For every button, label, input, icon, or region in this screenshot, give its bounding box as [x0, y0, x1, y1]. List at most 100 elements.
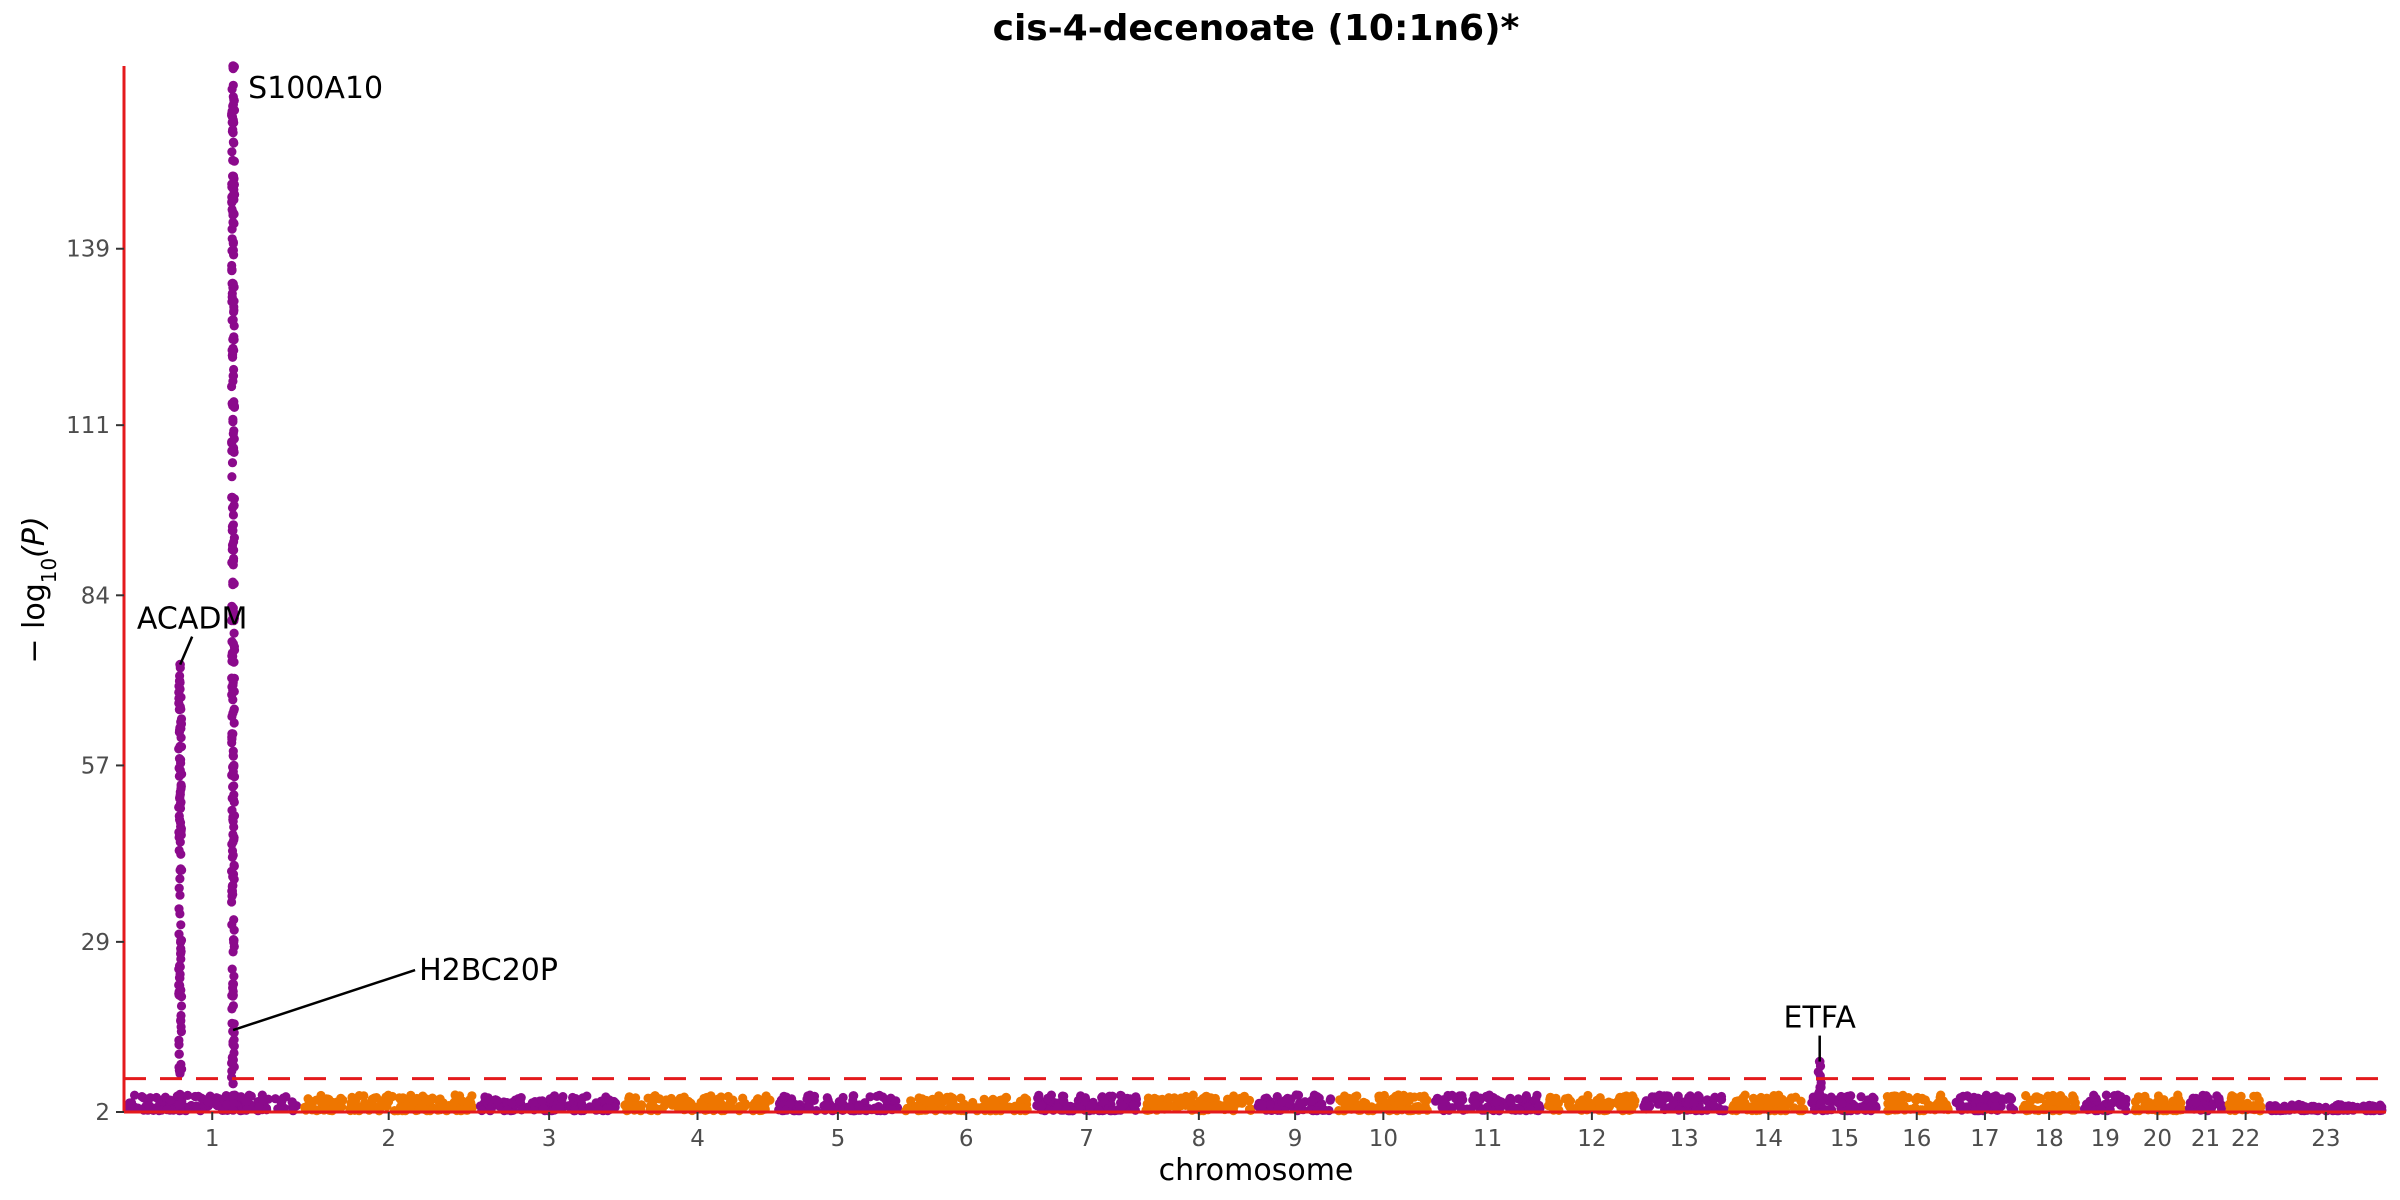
x-tick-label: 4: [690, 1126, 705, 1152]
point: [1206, 1093, 1216, 1103]
point: [2048, 1105, 2058, 1115]
point: [1899, 1101, 1909, 1111]
point: [1837, 1098, 1847, 1108]
point: [1432, 1093, 1442, 1103]
point: [258, 1095, 268, 1105]
chromosome-11-points: [1431, 1090, 1545, 1116]
point: [228, 80, 238, 90]
point: [228, 414, 238, 424]
x-tick-label: 11: [1473, 1126, 1502, 1152]
point: [227, 805, 237, 815]
chromosome-13-points: [1639, 1090, 1730, 1116]
annotation-label-etfa: ETFA: [1784, 1001, 1857, 1036]
point: [1348, 1095, 1358, 1105]
y-tick-label: 29: [81, 930, 110, 956]
x-tick-label: 2: [381, 1126, 396, 1152]
x-tick-label: 3: [542, 1126, 557, 1152]
chart-title: cis-4-decenoate (10:1n6)*: [993, 8, 1520, 49]
y-axis-title-sub: 10: [37, 558, 61, 583]
point: [662, 1096, 673, 1106]
point: [229, 332, 239, 342]
point: [1826, 1092, 1836, 1102]
point: [227, 147, 237, 157]
point: [707, 1101, 718, 1111]
point: [779, 1091, 789, 1101]
point: [822, 1093, 832, 1103]
point: [1624, 1105, 1634, 1115]
point: [1052, 1103, 1062, 1113]
point: [2006, 1094, 2017, 1104]
point: [228, 210, 238, 220]
point: [1470, 1091, 1480, 1101]
point: [228, 986, 238, 997]
point: [228, 510, 238, 520]
point: [844, 1102, 854, 1112]
point: [229, 447, 239, 457]
point: [228, 639, 238, 649]
point: [227, 920, 237, 930]
point: [175, 890, 185, 900]
point: [1373, 1102, 1384, 1112]
chromosome-8-points: [1141, 1090, 1256, 1116]
point: [2152, 1097, 2162, 1107]
point: [1757, 1095, 1767, 1105]
point: [1655, 1098, 1665, 1108]
point: [227, 197, 237, 207]
point: [228, 155, 238, 165]
x-tick-label: 13: [1669, 1126, 1698, 1152]
point: [2021, 1091, 2031, 1101]
chromosome-22-points: [2224, 1091, 2266, 1116]
point: [227, 886, 237, 896]
point: [2159, 1095, 2169, 1105]
point: [1903, 1093, 1913, 1103]
point: [227, 315, 237, 325]
point: [228, 352, 238, 362]
point: [1627, 1098, 1637, 1108]
point: [138, 1093, 148, 1103]
chromosome-16-points: [1882, 1090, 1953, 1116]
point: [582, 1091, 592, 1101]
point: [1176, 1099, 1186, 1109]
point: [449, 1098, 459, 1108]
point: [537, 1096, 547, 1106]
point: [906, 1096, 916, 1106]
point: [1990, 1093, 2000, 1103]
point: [229, 1035, 239, 1045]
point: [2069, 1097, 2079, 1107]
point: [227, 472, 237, 482]
point: [228, 239, 238, 249]
point: [1394, 1098, 1404, 1108]
point: [2254, 1095, 2264, 1106]
point: [1604, 1101, 1615, 1111]
point: [1080, 1093, 1090, 1103]
point: [165, 1095, 175, 1105]
point: [383, 1090, 393, 1100]
point: [507, 1098, 517, 1108]
point: [1059, 1096, 1069, 1106]
point: [176, 935, 187, 945]
peak-s100a10: [227, 61, 240, 1115]
point: [229, 718, 239, 728]
x-tick-label: 22: [2231, 1126, 2260, 1152]
y-tick-label: 84: [81, 583, 110, 609]
point: [643, 1093, 653, 1103]
point: [174, 1040, 184, 1050]
x-tick-label: 16: [1902, 1126, 1931, 1152]
peak-top-point: [228, 61, 238, 71]
point: [1513, 1094, 1523, 1104]
point: [1244, 1096, 1254, 1106]
point: [227, 1018, 237, 1028]
point: [527, 1098, 538, 1108]
point: [1359, 1097, 1369, 1107]
point: [679, 1101, 689, 1112]
point: [2055, 1091, 2066, 1101]
point: [1506, 1097, 1516, 1107]
point: [371, 1093, 382, 1103]
point: [229, 553, 239, 564]
x-tick-label: 21: [2191, 1126, 2220, 1152]
point: [176, 920, 186, 930]
point: [480, 1095, 490, 1105]
point: [1447, 1090, 1457, 1100]
point: [1229, 1091, 1239, 1101]
point: [174, 802, 184, 813]
